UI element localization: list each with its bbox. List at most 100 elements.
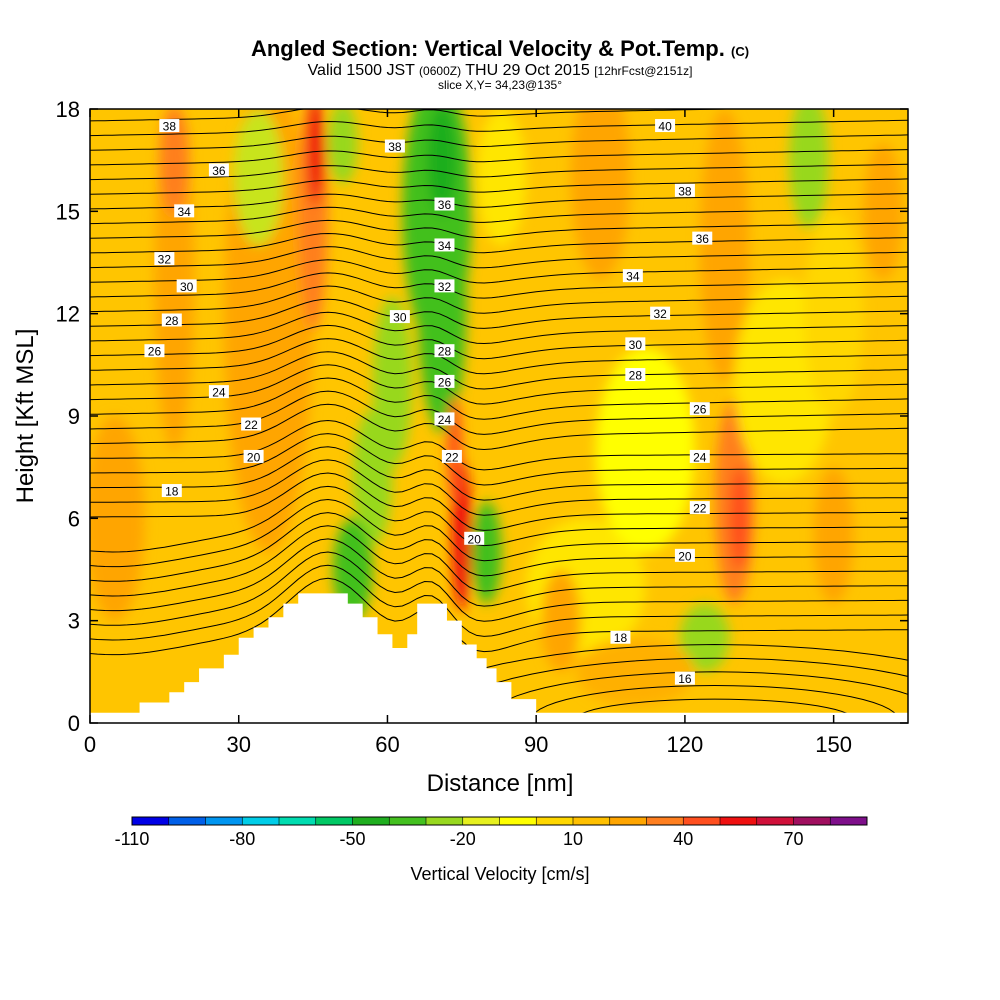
x-tick-label: 30 <box>226 732 250 757</box>
x-tick-label: 150 <box>815 732 852 757</box>
isentrope-label: 22 <box>441 449 462 464</box>
y-tick-label: 12 <box>56 302 80 327</box>
isentrope-label: 36 <box>692 231 713 246</box>
isentrope-label-text: 22 <box>445 450 459 464</box>
isentrope-line-6 <box>90 498 908 568</box>
isentrope-label-text: 34 <box>438 239 452 253</box>
velocity-shade-20 <box>863 143 904 280</box>
isentrope-label: 30 <box>625 337 646 352</box>
isentrope-label: 20 <box>674 548 695 563</box>
velocity-shade-19 <box>789 109 829 229</box>
isentrope-label: 38 <box>674 183 695 198</box>
colorbar-tick-label: 40 <box>673 829 693 849</box>
isentrope-label-text: 18 <box>165 485 179 499</box>
isentrope-label-text: 36 <box>438 198 452 212</box>
isentrope-line-29 <box>90 193 908 210</box>
colorbar-swatch <box>315 817 353 825</box>
x-tick-label: 90 <box>524 732 548 757</box>
isentrope-label: 26 <box>144 344 165 359</box>
isentrope-label: 22 <box>241 417 262 432</box>
isentrope-line-4 <box>90 525 908 597</box>
terrain <box>90 593 908 723</box>
velocity-shade-31 <box>803 211 864 416</box>
velocity-shade-29 <box>575 637 695 706</box>
isentrope-label-text: 38 <box>678 184 692 198</box>
isentrope-label-text: 18 <box>614 631 628 645</box>
isentrope-line-9 <box>90 459 908 516</box>
y-tick-label: 9 <box>68 404 80 429</box>
isentrope-label-text: 26 <box>148 345 162 359</box>
colorbar-swatch <box>646 817 684 825</box>
isentrope-label-text: 34 <box>626 270 640 284</box>
colorbar-swatch <box>573 817 611 825</box>
isentrope-label-text: 34 <box>178 205 192 219</box>
isentrope-label: 26 <box>434 374 455 389</box>
isentrope-line-31 <box>90 163 908 181</box>
isentrope-label: 36 <box>208 163 229 178</box>
isentrope-label: 28 <box>625 368 646 383</box>
isentrope-label: 34 <box>434 238 455 253</box>
isentrope-line-23 <box>90 272 908 299</box>
colorbar-tick-label: 70 <box>783 829 803 849</box>
isentrope-line-19 <box>90 324 908 360</box>
colorbar-swatch <box>683 817 721 825</box>
isentrope-label-text: 28 <box>165 314 179 328</box>
y-tick-label: 6 <box>68 506 80 531</box>
isentrope-label-text: 28 <box>438 345 452 359</box>
isentrope-label: 20 <box>243 449 264 464</box>
colorbar-swatch <box>499 817 537 825</box>
colorbar-swatch <box>352 817 390 825</box>
isentrope-label-text: 30 <box>629 338 643 352</box>
isentrope-label-text: 32 <box>653 307 667 321</box>
colorbar-swatch <box>462 817 500 825</box>
isentrope-label-text: 20 <box>468 532 482 546</box>
valid-time-local: Valid 1500 JST <box>307 62 415 79</box>
isentrope-label: 26 <box>689 402 710 417</box>
valid-time-utc: (0600Z) <box>419 64 462 78</box>
isentrope-line-22 <box>90 285 908 314</box>
colorbar-swatch <box>242 817 280 825</box>
isentrope-label-text: 26 <box>438 375 452 389</box>
isentrope-line-17 <box>90 351 908 390</box>
isentrope-label: 18 <box>610 630 631 645</box>
isentrope-line-18 <box>90 338 908 375</box>
valid-time: Valid 1500 JST (0600Z) THU 29 Oct 2015 [… <box>0 62 1000 80</box>
forecast-info: [12hrFcst@2151z] <box>594 64 693 78</box>
isentrope-label: 28 <box>161 313 182 328</box>
velocity-shade-4 <box>307 109 324 205</box>
valid-date: THU 29 Oct 2015 <box>465 62 590 79</box>
isentrope-line-8 <box>90 472 908 531</box>
isentrope-label-text: 30 <box>180 280 194 294</box>
velocity-shade-28 <box>541 569 581 672</box>
colorbar-swatch <box>389 817 427 825</box>
isentrope-label-text: 30 <box>393 311 407 325</box>
isentrope-line-2 <box>90 551 908 626</box>
isentrope-line-26 <box>90 232 908 254</box>
isentrope-line-20 <box>90 311 908 345</box>
colorbar-tick-label: -50 <box>339 829 365 849</box>
isentrope-line-14 <box>90 390 908 435</box>
isentrope-line-3 <box>90 538 908 612</box>
velocity-shade-1 <box>159 109 190 215</box>
isentrope-label: 30 <box>389 310 410 325</box>
colorbar-label: Vertical Velocity [cm/s] <box>410 864 589 884</box>
isentrope-label: 24 <box>434 412 455 427</box>
isentrope-line-7 <box>90 485 908 553</box>
isentrope-label: 38 <box>384 139 405 154</box>
isentrope-label: 22 <box>689 501 710 516</box>
isentrope-label-text: 32 <box>158 253 172 267</box>
isentrope-line-15 <box>90 377 908 420</box>
isentrope-label-text: 26 <box>693 403 707 417</box>
isentrope-label-text: 20 <box>678 549 692 563</box>
y-tick-label: 18 <box>56 97 80 122</box>
velocity-shade-25 <box>679 603 730 672</box>
isentrope-label-text: 16 <box>678 672 692 686</box>
isentrope-label: 20 <box>464 531 485 546</box>
isentrope-label: 32 <box>650 306 671 321</box>
colorbar: -110 -80 -50 -20 10 40 70 <box>115 816 868 849</box>
isentrope-line-34 <box>90 119 908 137</box>
chart-title: Angled Section: Vertical Velocity & Pot.… <box>0 36 1000 62</box>
velocity-shade-21 <box>90 416 145 621</box>
isentrope-line-24 <box>90 259 908 284</box>
isentrope-label: 38 <box>159 119 180 134</box>
